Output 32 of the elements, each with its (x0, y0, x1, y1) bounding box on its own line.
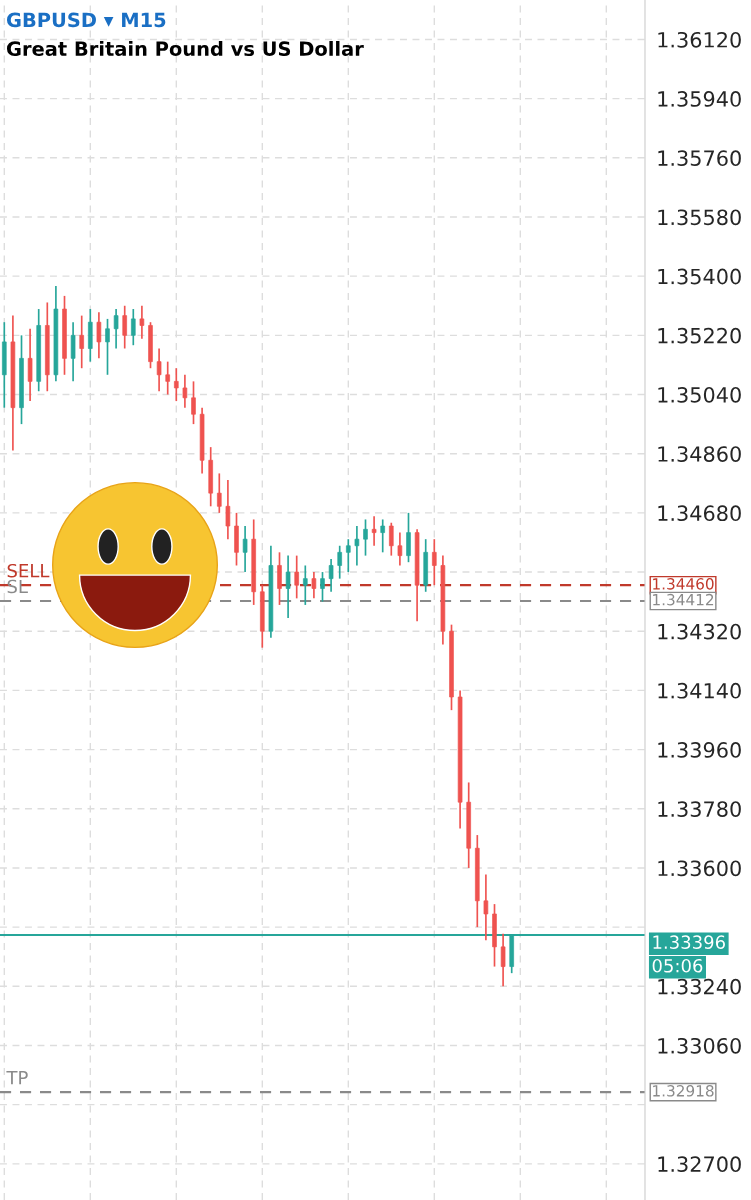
ref-line-label: 1.34460 (653, 578, 714, 590)
y-tick-label: 1.34860 (658, 446, 741, 462)
annotation: TP (6, 1071, 28, 1085)
candlestick (363, 518, 368, 557)
y-tick-label: 1.33060 (658, 1037, 741, 1054)
y-tick-label: 1.35760 (658, 150, 741, 167)
candlestick (191, 380, 196, 425)
y-tick-label: 1.35400 (658, 268, 741, 285)
y-tick-label: 1.35940 (658, 91, 741, 107)
text: Great Britain Pound vs US Dollar (6, 40, 364, 57)
y-tick-label: 1.35040 (658, 386, 741, 403)
y-tick-label: 1.32700 (658, 1156, 741, 1173)
y-tick-label: 1.35220 (658, 327, 741, 344)
y-tick-label: 1.33780 (658, 801, 741, 817)
y-tick-label: 1.34320 (658, 623, 741, 640)
y-tick-label: 1.34140 (658, 682, 741, 699)
annotation: SL (7, 579, 28, 594)
candlestick (105, 318, 110, 376)
y-tick-label: 1.35580 (658, 209, 741, 226)
ref-line-label: 1.34412 (653, 593, 714, 606)
y-tick-label: 1.36120 (658, 31, 741, 48)
y-tick-label: 1.33240 (658, 978, 741, 995)
ref-line-label: 1.33396 (653, 935, 725, 949)
text: GBPUSD ▾ M15 (6, 12, 166, 28)
ref-line-label: 1.32918 (653, 1085, 714, 1097)
annotation: SELL (7, 563, 50, 578)
candlestick (234, 512, 239, 567)
text: 05:06 (652, 958, 703, 973)
y-tick-label: 1.33600 (658, 860, 741, 877)
y-tick-label: 1.34680 (658, 505, 741, 522)
candlestick (320, 571, 325, 603)
y-tick-label: 1.33960 (658, 742, 741, 758)
